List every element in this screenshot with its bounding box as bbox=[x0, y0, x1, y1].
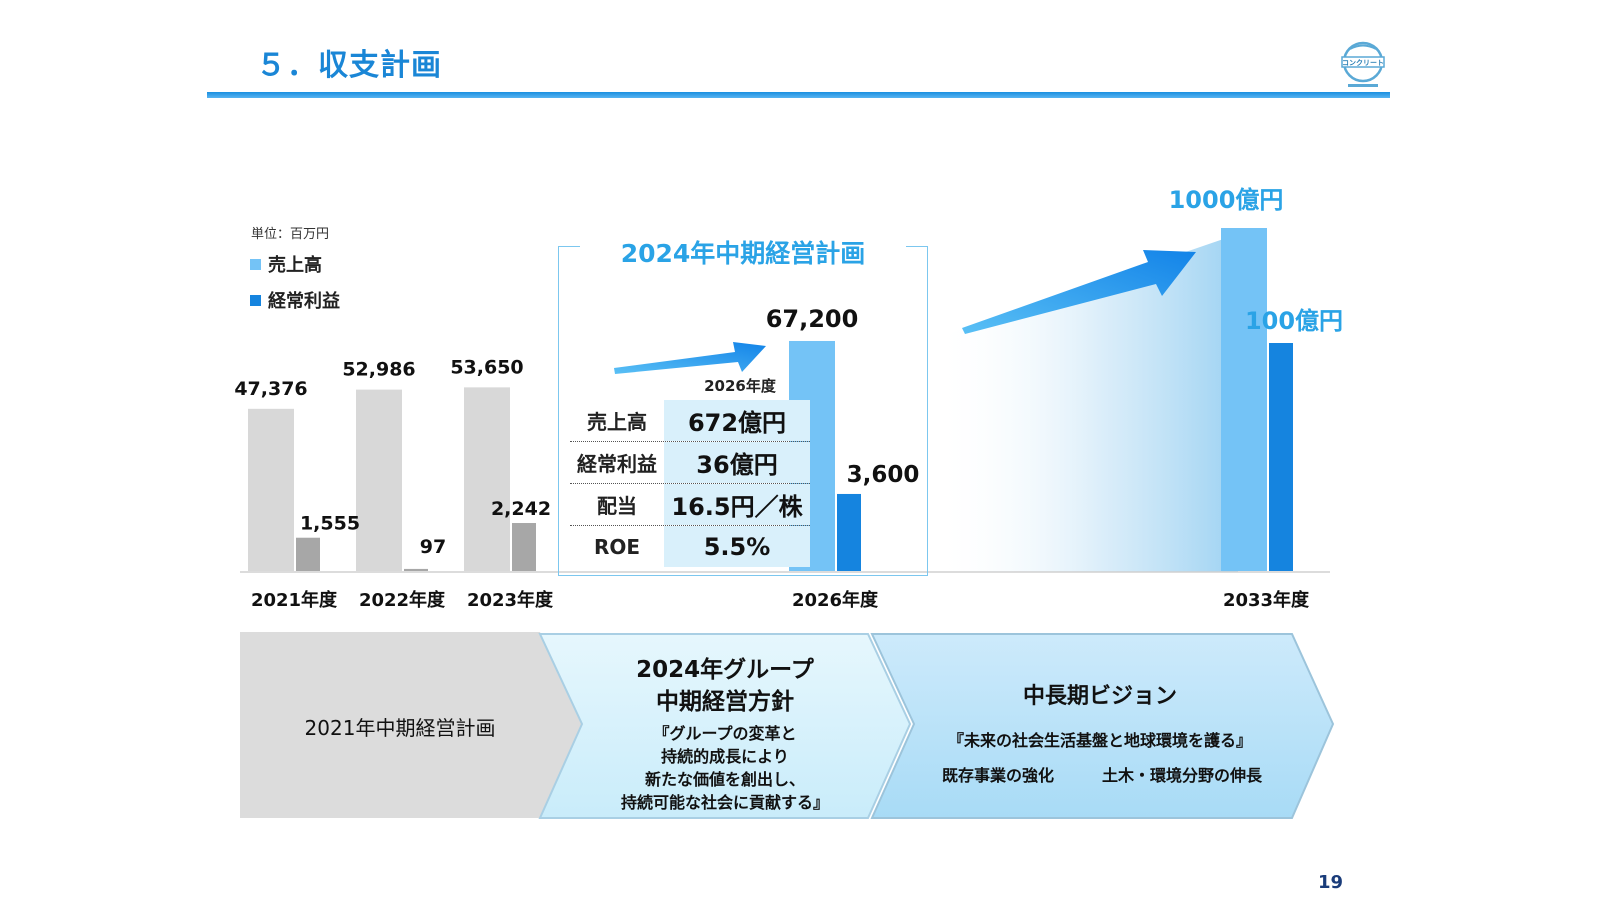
bar-profit-2021年度 bbox=[296, 537, 320, 571]
plan-row-label: 配当 bbox=[597, 494, 637, 518]
bar-profit-2033年度 bbox=[1269, 343, 1293, 571]
ribbon-stage-1-title: 2021年中期経営計画 bbox=[304, 716, 496, 740]
ribbon-stage-2-text: 『グループの変革と 持続的成長により 新たな価値を創出し、 持続可能な社会に貢献… bbox=[590, 722, 860, 814]
bar-sales-2021年度 bbox=[248, 408, 294, 571]
legend-swatch-sales bbox=[250, 258, 261, 270]
ribbon-stage-3-quote: 『未来の社会生活基盤と地球環境を護る』 bbox=[947, 731, 1252, 750]
ribbon-stage-2-line: 『グループの変革と bbox=[653, 724, 797, 743]
bar-sales-2033年度 bbox=[1221, 228, 1267, 571]
plan-table-header: 2026年度 bbox=[704, 377, 776, 395]
legend-swatch-profit bbox=[250, 294, 261, 306]
chart-unit-label: 単位：百万円 bbox=[251, 227, 330, 242]
bar-sales-2022年度 bbox=[356, 389, 402, 571]
plan-2024-table: 売上高 672億円 経常利益 36億円 配当 16.5円／株 ROE 5.5% bbox=[570, 400, 810, 567]
ribbon-stage-2-line: 持続的成長により bbox=[661, 747, 789, 766]
x-tick-label: 2033年度 bbox=[1223, 589, 1310, 611]
data-label-profit: 1,555 bbox=[300, 513, 360, 535]
ribbon-stage-2 bbox=[538, 633, 912, 819]
legend-item-profit: 経常利益 bbox=[250, 287, 340, 313]
ribbon-stage-2-title-1: 2024年グループ bbox=[636, 657, 814, 683]
bar-sales-2023年度 bbox=[464, 387, 510, 571]
plan-row-value: 672億円 bbox=[664, 400, 810, 441]
plan-row-sales: 売上高 672億円 bbox=[570, 400, 810, 442]
plan-row-value: 36億円 bbox=[664, 442, 810, 483]
data-label-sales: 67,200 bbox=[766, 305, 859, 333]
plan-row-label: ROE bbox=[593, 534, 641, 559]
ribbon-stage-3 bbox=[870, 633, 1335, 819]
ribbon-stage-3-point-1: 既存事業の強化 bbox=[941, 766, 1054, 785]
ribbon-stage-2-title-2: 中期経営方針 bbox=[656, 689, 794, 715]
data-label-profit: 97 bbox=[420, 536, 446, 558]
x-tick-label: 2026年度 bbox=[792, 589, 879, 611]
data-label-profit: 2,242 bbox=[491, 498, 551, 520]
plan-row-value: 16.5円／株 bbox=[664, 484, 810, 525]
legend-label-sales: 売上高 bbox=[268, 255, 322, 276]
plan-row-roe: ROE 5.5% bbox=[570, 526, 810, 567]
plan-row-label: 売上高 bbox=[587, 410, 647, 434]
data-label-sales: 52,986 bbox=[342, 359, 415, 381]
x-tick-label: 2022年度 bbox=[359, 589, 446, 611]
legend-item-sales: 売上高 bbox=[250, 251, 322, 277]
growth-arrow bbox=[962, 250, 1196, 334]
data-label-sales: 1000億円 bbox=[1169, 186, 1284, 214]
data-label-profit: 100億円 bbox=[1245, 307, 1343, 335]
legend-label-profit: 経常利益 bbox=[268, 291, 340, 312]
title-underline bbox=[207, 92, 1390, 98]
plan-row-label: 経常利益 bbox=[577, 452, 657, 476]
x-tick-label: 2023年度 bbox=[467, 589, 554, 611]
plan-row-profit: 経常利益 36億円 bbox=[570, 442, 810, 484]
data-label-profit: 3,600 bbox=[847, 462, 920, 488]
ribbon-stage-1 bbox=[240, 632, 582, 818]
bar-profit-2026年度 bbox=[837, 493, 861, 571]
data-label-sales: 47,376 bbox=[234, 378, 307, 400]
logo-text: コンクリート bbox=[1342, 58, 1384, 67]
company-logo: コンクリート bbox=[1341, 41, 1385, 87]
plan-row-value: 5.5% bbox=[664, 526, 810, 567]
page-title: ５．収支計画 bbox=[256, 48, 442, 83]
ribbon-stage-2-line: 持続可能な社会に貢献する』 bbox=[620, 793, 829, 812]
ribbon-stage-3-point-2: 土木・環境分野の伸長 bbox=[1101, 766, 1262, 785]
page-number: 19 bbox=[1318, 872, 1344, 893]
plan-row-dividend: 配当 16.5円／株 bbox=[570, 484, 810, 526]
x-tick-label: 2021年度 bbox=[251, 589, 338, 611]
plan-2024-title: 2024年中期経営計画 bbox=[580, 234, 906, 270]
bar-profit-2022年度 bbox=[404, 568, 428, 571]
ribbon-stage-2-line: 新たな価値を創出し、 bbox=[644, 770, 805, 789]
ribbon-stage-3-title: 中長期ビジョン bbox=[1022, 684, 1177, 709]
plan-arrow bbox=[614, 342, 766, 374]
bar-profit-2023年度 bbox=[512, 523, 536, 571]
data-label-sales: 53,650 bbox=[450, 356, 523, 378]
